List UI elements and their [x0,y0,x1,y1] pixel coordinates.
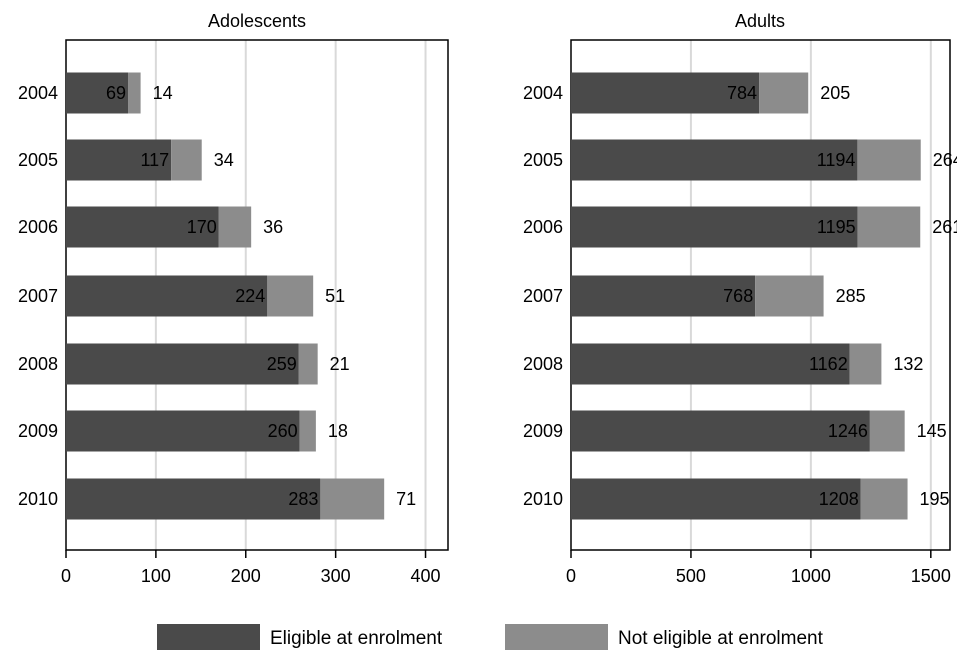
x-tick-label: 500 [676,566,706,586]
data-label-not-eligible: 14 [153,83,173,103]
data-label-eligible: 224 [235,286,265,306]
bar-eligible-2004 [571,72,760,114]
bar-eligible-2009 [66,410,300,452]
bar-eligible-2010 [66,478,321,520]
data-label-not-eligible: 285 [836,286,866,306]
bar-not-eligible-2006 [218,206,252,248]
legend-swatch-not-eligible [505,624,608,650]
x-tick-label: 200 [231,566,261,586]
category-label: 2010 [523,489,563,509]
bar-not-eligible-2007 [267,275,314,317]
category-label: 2009 [523,421,563,441]
data-label-not-eligible: 195 [920,489,950,509]
data-label-eligible: 259 [267,354,297,374]
data-label-not-eligible: 18 [328,421,348,441]
data-label-not-eligible: 51 [325,286,345,306]
bar-not-eligible-2007 [755,275,824,317]
x-tick-label: 0 [566,566,576,586]
bar-not-eligible-2009 [299,410,316,452]
x-tick-label: 0 [61,566,71,586]
data-label-eligible: 1246 [828,421,868,441]
data-label-eligible: 768 [723,286,753,306]
data-label-eligible: 1162 [809,354,848,374]
bar-not-eligible-2006 [857,206,921,248]
bar-not-eligible-2005 [171,139,202,181]
category-label: 2008 [523,354,563,374]
data-label-not-eligible: 21 [330,354,350,374]
bar-not-eligible-2004 [128,72,141,114]
bar-eligible-2005 [571,139,858,181]
category-label: 2007 [18,286,58,306]
data-label-eligible: 69 [106,83,126,103]
bar-eligible-2005 [66,139,172,181]
data-label-eligible: 1194 [817,150,856,170]
category-label: 2006 [523,217,563,237]
bar-eligible-2006 [66,206,219,248]
panel-title: Adults [735,11,785,31]
legend-label-not-eligible: Not eligible at enrolment [618,628,824,649]
data-label-not-eligible: 71 [396,489,416,509]
bar-not-eligible-2010 [860,478,908,520]
x-tick-label: 300 [321,566,351,586]
panel-adults: Adults 2004 784 205 2005 1194 264 2006 1195 261 20… [523,11,957,586]
category-label: 2009 [18,421,58,441]
bar-not-eligible-2008 [298,343,318,385]
bar-eligible-2010 [571,478,861,520]
data-label-not-eligible: 132 [893,354,923,374]
legend: Eligible at enrolment Not eligible at en… [157,624,824,650]
data-label-eligible: 1208 [819,489,859,509]
data-label-eligible: 283 [288,489,318,509]
legend-label-eligible: Eligible at enrolment [270,628,443,649]
category-label: 2004 [523,83,563,103]
bar-not-eligible-2005 [857,139,921,181]
bar-eligible-2008 [571,343,850,385]
data-label-not-eligible: 145 [917,421,947,441]
bar-eligible-2008 [66,343,299,385]
legend-swatch-eligible [157,624,260,650]
category-label: 2004 [18,83,58,103]
data-label-not-eligible: 34 [214,150,234,170]
data-label-eligible: 784 [727,83,757,103]
data-label-eligible: 260 [268,421,298,441]
category-label: 2005 [523,150,563,170]
data-label-not-eligible: 36 [263,217,283,237]
bar-not-eligible-2004 [759,72,809,114]
x-tick-label: 1000 [791,566,831,586]
chart-panels: Adolescents 2004 69 14 2005 117 34 2006 170 36 200… [18,11,957,586]
bar-not-eligible-2010 [320,478,385,520]
category-label: 2008 [18,354,58,374]
x-tick-label: 100 [141,566,171,586]
bar-eligible-2009 [571,410,870,452]
panel-title: Adolescents [208,11,306,31]
panel-adolescents: Adolescents 2004 69 14 2005 117 34 2006 170 36 200… [18,11,449,586]
bar-eligible-2007 [66,275,268,317]
x-tick-label: 400 [411,566,441,586]
bar-not-eligible-2008 [849,343,882,385]
category-label: 2007 [523,286,563,306]
bar-eligible-2007 [571,275,756,317]
data-label-not-eligible: 261 [932,217,957,237]
category-label: 2006 [18,217,58,237]
data-label-not-eligible: 264 [933,150,957,170]
bar-eligible-2006 [571,206,858,248]
bar-not-eligible-2009 [869,410,905,452]
data-label-eligible: 170 [187,217,217,237]
data-label-eligible: 1195 [817,217,856,237]
category-label: 2010 [18,489,58,509]
x-tick-label: 1500 [911,566,951,586]
category-label: 2005 [18,150,58,170]
bar-eligible-2004 [66,72,129,114]
data-label-eligible: 117 [140,150,169,170]
data-label-not-eligible: 205 [820,83,850,103]
